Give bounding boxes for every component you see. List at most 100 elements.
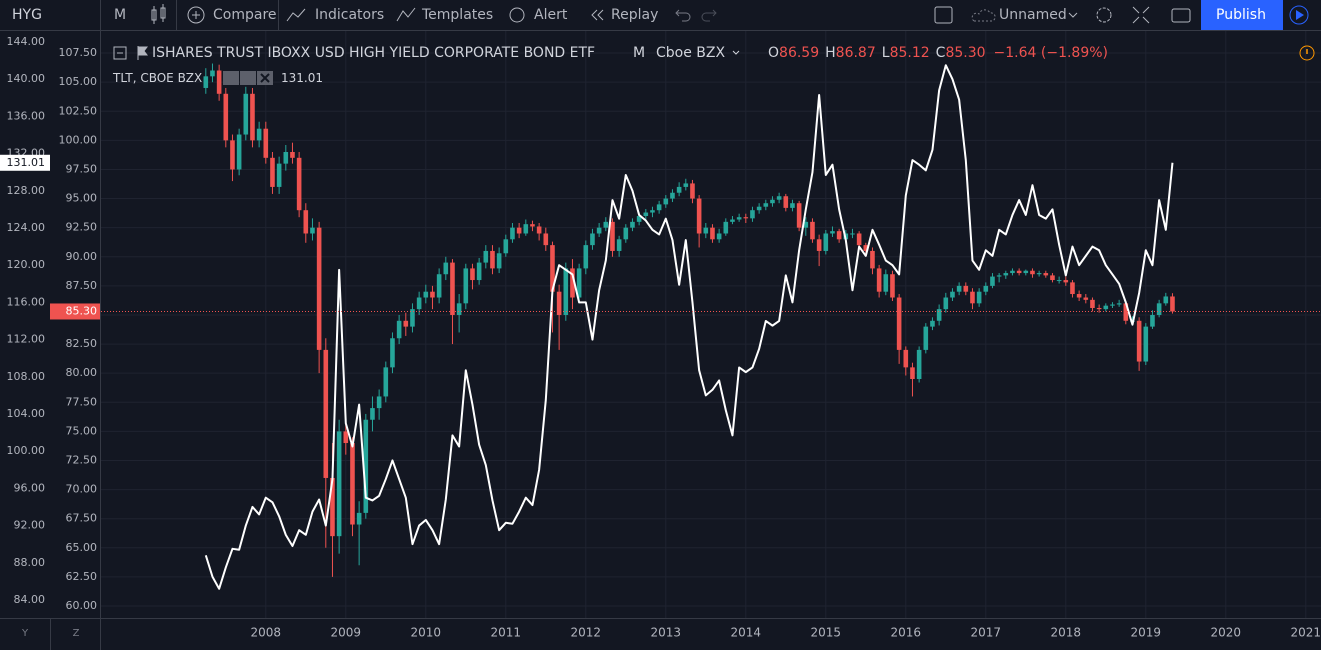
candle-body	[790, 203, 795, 208]
chart-type-icon[interactable]	[151, 4, 166, 24]
candle-body	[1136, 320, 1142, 362]
candle-body	[970, 291, 975, 304]
price-badge	[0, 154, 50, 171]
warning[interactable]	[1299, 45, 1315, 61]
templates[interactable]: Templates	[421, 7, 493, 23]
exchange-chevron[interactable]	[732, 50, 740, 55]
candle-body	[823, 233, 829, 251]
replay[interactable]: Replay	[611, 7, 658, 23]
candle-body	[910, 367, 915, 380]
candle-body	[716, 233, 722, 240]
indicators[interactable]: Indicators	[315, 7, 384, 23]
fullscreen[interactable]	[1132, 6, 1150, 24]
candle-body	[570, 268, 575, 298]
snapshot[interactable]	[1171, 8, 1191, 23]
candle-body	[923, 326, 929, 350]
candle-body	[1043, 273, 1049, 276]
collapse[interactable]	[113, 46, 127, 60]
x-tick-label: 2011	[491, 626, 522, 640]
y-tick-label: 65.00	[66, 541, 98, 554]
redo[interactable]	[701, 9, 717, 22]
candle-body	[743, 217, 749, 219]
alert[interactable]: Alert	[534, 7, 568, 23]
layout-name[interactable]: Unnamed	[999, 7, 1067, 23]
candle-body	[736, 217, 742, 220]
candle-body	[1030, 270, 1035, 275]
candle-body	[696, 198, 702, 234]
compare[interactable]: Compare	[213, 7, 277, 23]
candle-body	[690, 183, 695, 199]
candle-body	[203, 76, 209, 88]
line-series	[204, 64, 1174, 590]
x-tick-label: 2020	[1211, 626, 1242, 640]
candle-body	[950, 291, 955, 298]
plot	[101, 63, 1321, 590]
flag[interactable]	[137, 46, 148, 60]
candle-body	[763, 203, 769, 207]
candle-body	[250, 93, 255, 141]
candle-body	[1070, 282, 1075, 295]
x-tick-label: 2021	[1291, 626, 1321, 640]
legend-icons	[113, 45, 1315, 85]
candle-body	[990, 276, 995, 286]
play-button[interactable]	[1289, 5, 1309, 25]
candle-body	[856, 233, 862, 246]
settings[interactable]	[1096, 7, 1112, 23]
candle-body	[430, 291, 435, 298]
interval[interactable]: M	[114, 7, 126, 23]
candle-body	[303, 210, 309, 234]
candle-body	[516, 227, 522, 234]
templates-icon[interactable]	[396, 7, 416, 22]
layout-icon[interactable]	[934, 6, 953, 24]
chevron[interactable]	[1068, 12, 1078, 18]
candle-body	[1083, 297, 1089, 300]
replay-icon[interactable]	[591, 9, 598, 21]
publish-button[interactable]	[1201, 0, 1283, 30]
candle-body	[1010, 270, 1015, 274]
undo[interactable]	[675, 9, 691, 22]
y-button[interactable]: Y	[21, 628, 29, 639]
cloud-icon	[971, 9, 996, 22]
x-tick-label: 2013	[651, 626, 682, 640]
x-tick-label: 2010	[411, 626, 442, 640]
candle-body	[436, 274, 442, 298]
candle-body	[616, 239, 622, 251]
candle-body	[296, 157, 302, 211]
z-button[interactable]: Z	[73, 628, 80, 639]
replay-icon[interactable]	[597, 9, 604, 21]
candle-body	[496, 253, 502, 269]
eye-button[interactable]	[223, 71, 239, 85]
settings-button[interactable]	[240, 71, 256, 85]
candle-body	[1063, 280, 1069, 283]
compare-icon[interactable]	[187, 6, 205, 24]
candle-body	[443, 262, 449, 275]
candle-body	[270, 157, 275, 187]
candle-body	[1090, 299, 1095, 308]
indicators-icon[interactable]	[286, 8, 306, 22]
x-tick-label: 2015	[811, 626, 842, 640]
candle-body	[396, 320, 402, 339]
candle-body	[983, 285, 989, 292]
y-tick-label: 77.50	[66, 395, 98, 408]
grid	[101, 30, 1321, 618]
candle-body	[1003, 273, 1009, 276]
candle-body	[536, 226, 542, 234]
alert-icon[interactable]	[509, 7, 525, 23]
candle-body	[1143, 326, 1149, 362]
candle-body	[263, 128, 269, 158]
candle-body	[563, 268, 569, 315]
candle-body	[710, 227, 715, 240]
candle-body	[1156, 303, 1162, 315]
candle-body	[323, 349, 329, 478]
candle-body	[903, 349, 909, 368]
y2-tick-label: 116.00	[7, 295, 46, 308]
y-tick-label: 95.00	[66, 192, 98, 205]
candle-body	[416, 297, 422, 310]
publish[interactable]: Publish	[1216, 7, 1266, 23]
candle-body	[283, 151, 289, 164]
candle-body	[1123, 303, 1129, 321]
symbol[interactable]: HYG	[12, 7, 42, 23]
candle-body	[543, 233, 549, 246]
y-tick-label: 72.50	[66, 453, 98, 466]
candle-body	[723, 221, 729, 234]
